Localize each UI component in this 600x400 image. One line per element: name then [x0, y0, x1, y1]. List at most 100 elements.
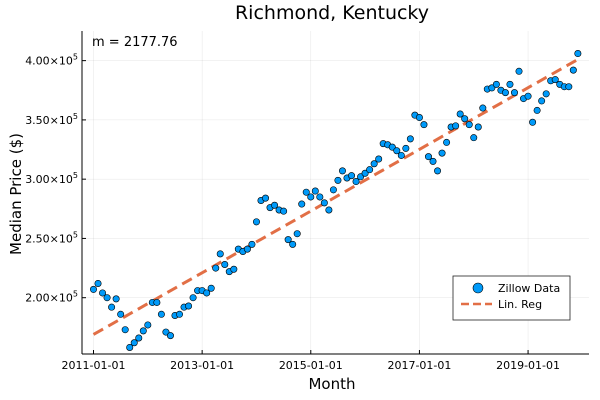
- data-point: [157, 310, 165, 318]
- data-point: [565, 83, 573, 91]
- data-point: [352, 178, 360, 186]
- data-point: [402, 144, 410, 152]
- data-point: [488, 84, 496, 92]
- y-tick-label: 2.00×105: [25, 290, 78, 305]
- data-point: [216, 250, 224, 258]
- data-point: [166, 332, 174, 340]
- data-point: [479, 104, 487, 112]
- data-point: [94, 279, 102, 287]
- data-point: [207, 284, 215, 292]
- data-point: [501, 89, 509, 97]
- data-point: [533, 106, 541, 114]
- data-point: [461, 115, 469, 123]
- data-point: [529, 118, 537, 126]
- data-point: [338, 167, 346, 175]
- data-point: [176, 310, 184, 318]
- data-point: [99, 289, 107, 297]
- data-point: [406, 135, 414, 143]
- data-point: [103, 294, 111, 302]
- data-point: [474, 123, 482, 131]
- data-point: [271, 201, 279, 209]
- data-point: [121, 326, 129, 334]
- data-point: [139, 327, 147, 335]
- data-point: [112, 295, 120, 303]
- x-axis-title: Month: [308, 375, 355, 393]
- data-point: [262, 194, 270, 202]
- data-point: [357, 173, 365, 181]
- y-tick-label: 3.50×105: [25, 112, 78, 127]
- data-point: [189, 294, 197, 302]
- data-point: [348, 172, 356, 180]
- x-tick-label: 2013-01-01: [170, 359, 234, 372]
- data-point: [456, 110, 464, 118]
- data-point: [470, 134, 478, 142]
- data-point: [452, 122, 460, 130]
- data-point: [524, 92, 532, 100]
- data-point: [424, 153, 432, 161]
- chart-title: Richmond, Kentucky: [235, 2, 429, 24]
- data-point: [366, 166, 374, 174]
- data-point: [434, 167, 442, 175]
- data-point: [370, 160, 378, 168]
- data-point: [230, 265, 238, 273]
- data-point: [334, 176, 342, 184]
- data-point: [542, 90, 550, 98]
- data-point: [443, 138, 451, 146]
- data-point: [375, 155, 383, 163]
- data-point: [185, 302, 193, 310]
- data-point: [293, 230, 301, 238]
- y-tick-label: 4.00×105: [25, 53, 78, 68]
- tick-labels: 2011-01-01 2013-01-01 2015-01-01 2017-01-01…: [25, 53, 560, 372]
- data-point: [108, 303, 116, 311]
- data-point: [89, 285, 97, 293]
- data-point: [248, 240, 256, 248]
- data-point: [212, 264, 220, 272]
- legend-marker-zillow: [472, 282, 484, 294]
- data-point: [569, 66, 577, 74]
- x-tick-label: 2011-01-01: [62, 359, 126, 372]
- data-point: [130, 339, 138, 347]
- data-point: [388, 143, 396, 151]
- data-point: [551, 76, 559, 84]
- data-point: [284, 236, 292, 244]
- data-point: [361, 169, 369, 177]
- data-point: [243, 245, 251, 253]
- x-tick-label: 2017-01-01: [387, 359, 451, 372]
- data-points-layer: [89, 50, 582, 351]
- legend: Zillow Data Lin. Reg: [452, 275, 571, 321]
- data-point: [438, 149, 446, 157]
- data-point: [415, 114, 423, 122]
- data-point: [393, 147, 401, 155]
- data-point: [510, 89, 518, 97]
- data-point: [307, 193, 315, 201]
- slope-annotation: m = 2177.76: [92, 35, 178, 50]
- data-point: [203, 289, 211, 297]
- data-point: [311, 187, 319, 195]
- data-point: [135, 334, 143, 342]
- x-tick-label: 2019-01-01: [496, 359, 560, 372]
- legend-label-linreg: Lin. Reg: [498, 298, 542, 311]
- data-point: [316, 193, 324, 201]
- data-point: [506, 80, 514, 88]
- data-point: [280, 207, 288, 215]
- data-point: [298, 200, 306, 208]
- data-point: [429, 157, 437, 165]
- legend-label-zillow: Zillow Data: [498, 282, 560, 295]
- data-point: [465, 121, 473, 129]
- data-point: [126, 343, 134, 351]
- y-tick-label: 2.50×105: [25, 230, 78, 245]
- regression-line: [92, 58, 579, 336]
- data-point: [289, 240, 297, 248]
- data-point: [515, 67, 523, 75]
- data-point: [302, 188, 310, 196]
- data-point: [574, 50, 582, 58]
- data-point: [117, 310, 125, 318]
- grid-lines: [82, 31, 589, 354]
- legend-box: [452, 275, 571, 321]
- data-point: [420, 121, 428, 129]
- data-point: [252, 218, 260, 226]
- regression-line-layer: [92, 58, 579, 336]
- data-point: [397, 151, 405, 159]
- data-point: [492, 80, 500, 88]
